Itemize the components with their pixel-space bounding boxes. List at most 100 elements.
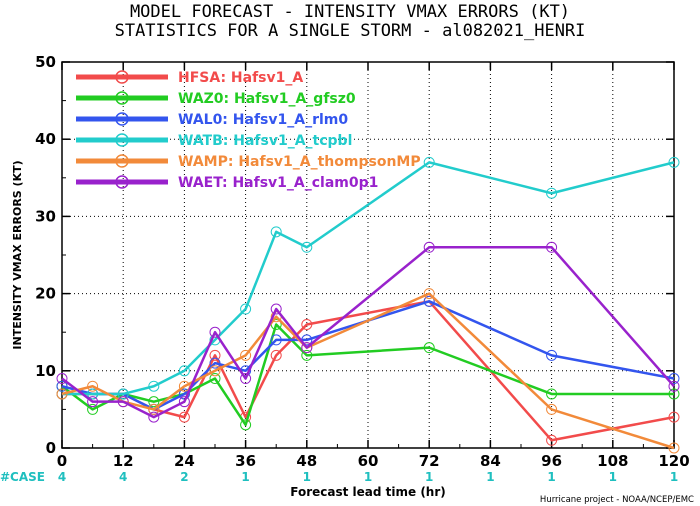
x-axis-title: Forecast lead time (hr) <box>290 485 446 499</box>
case-count: 1 <box>486 470 494 484</box>
x-tick-label: 72 <box>419 452 440 470</box>
x-tick-label: 84 <box>480 452 501 470</box>
data-point <box>178 411 190 423</box>
data-point <box>546 241 558 253</box>
data-point <box>270 334 282 346</box>
case-count: 1 <box>670 470 678 484</box>
data-point <box>240 349 252 361</box>
x-tick-label: 36 <box>235 452 256 470</box>
legend-label: WAMP: Hafsv1_A_thompsonMP <box>178 154 421 170</box>
data-point <box>87 396 99 408</box>
data-point <box>270 303 282 315</box>
data-point <box>668 388 680 400</box>
data-point <box>668 411 680 423</box>
x-tick-label: 12 <box>113 452 134 470</box>
x-tick-label: 60 <box>358 452 379 470</box>
data-point <box>87 380 99 392</box>
legend-item-4: WAMP: Hafsv1_A_thompsonMP <box>76 154 421 170</box>
case-count: 1 <box>425 470 433 484</box>
data-point <box>87 403 99 415</box>
series-line <box>61 323 674 427</box>
data-point <box>209 326 221 338</box>
data-point <box>56 388 68 400</box>
data-point <box>546 434 558 446</box>
series-4 <box>56 288 680 454</box>
data-point <box>117 396 129 408</box>
legend-swatch-marker <box>115 175 129 189</box>
data-point <box>240 303 252 315</box>
legend-swatch-marker <box>115 112 129 126</box>
series-line <box>61 292 675 450</box>
data-point <box>178 396 190 408</box>
data-point <box>668 373 680 385</box>
data-point <box>56 380 68 392</box>
legend-swatch-marker <box>115 133 129 147</box>
x-tick-label: 48 <box>296 452 317 470</box>
data-point <box>178 365 190 377</box>
data-point <box>301 318 313 330</box>
legend-label: HFSA: Hafsv1_A <box>178 70 303 86</box>
legend-item-1: WAZ0: Hafsv1_A_gfsz0 <box>76 91 356 107</box>
legend-swatch-marker <box>115 154 129 168</box>
data-point <box>301 241 313 253</box>
data-point <box>148 411 160 423</box>
case-count: 4 <box>58 470 66 484</box>
chart-title-line-1: MODEL FORECAST - INTENSITY VMAX ERRORS (… <box>130 2 570 22</box>
data-point <box>56 373 68 385</box>
data-point <box>668 156 680 168</box>
data-point <box>148 396 160 408</box>
data-point <box>546 187 558 199</box>
y-tick-label: 10 <box>35 362 56 380</box>
data-point <box>668 442 680 454</box>
data-point <box>301 342 313 354</box>
data-point <box>270 349 282 361</box>
x-tick-label: 108 <box>597 452 628 470</box>
data-point <box>209 349 221 361</box>
x-tick-label: 0 <box>57 452 67 470</box>
legend-label: WAET: Hafsv1_A_clam0p1 <box>178 175 378 191</box>
data-point <box>209 373 221 385</box>
case-row-label: #CASE <box>0 470 45 484</box>
legend-label: WATB: Hafsv1_A_tcpbl <box>178 133 352 149</box>
series-5 <box>56 241 680 423</box>
data-point <box>546 349 558 361</box>
case-count: 1 <box>241 470 249 484</box>
legend-swatch-marker <box>115 91 129 105</box>
x-tick-label: 24 <box>174 452 195 470</box>
data-point <box>423 288 435 300</box>
y-tick-label: 30 <box>35 207 56 225</box>
y-axis-title: INTENSITY VMAX ERRORS (KT) <box>11 160 24 349</box>
data-point <box>301 349 313 361</box>
legend-swatch-marker <box>115 70 129 84</box>
data-point <box>546 403 558 415</box>
data-point <box>270 226 282 238</box>
case-count: 1 <box>303 470 311 484</box>
y-tick-label: 20 <box>35 285 56 303</box>
y-tick-label: 50 <box>35 53 56 71</box>
data-point <box>240 419 252 431</box>
data-point <box>546 388 558 400</box>
legend-item-5: WAET: Hafsv1_A_clam0p1 <box>76 175 378 191</box>
legend-item-0: HFSA: Hafsv1_A <box>76 70 303 86</box>
data-point <box>240 373 252 385</box>
case-count: 4 <box>119 470 127 484</box>
y-tick-label: 40 <box>35 130 56 148</box>
data-point <box>148 380 160 392</box>
data-point <box>178 380 190 392</box>
data-point <box>423 295 435 307</box>
data-point <box>148 403 160 415</box>
chart-title-line-2: STATISTICS FOR A SINGLE STORM - al082021… <box>115 21 586 41</box>
data-point <box>423 156 435 168</box>
legend-label: WAL0: Hafsv1_A_rlm0 <box>178 112 348 128</box>
case-count: 1 <box>547 470 555 484</box>
data-point <box>209 357 221 369</box>
data-point <box>117 388 129 400</box>
data-point <box>87 388 99 400</box>
y-tick-label: 0 <box>46 439 56 457</box>
x-tick-label: 96 <box>541 452 562 470</box>
legend-item-2: WAL0: Hafsv1_A_rlm0 <box>76 112 348 128</box>
data-point <box>423 342 435 354</box>
data-point <box>668 380 680 392</box>
